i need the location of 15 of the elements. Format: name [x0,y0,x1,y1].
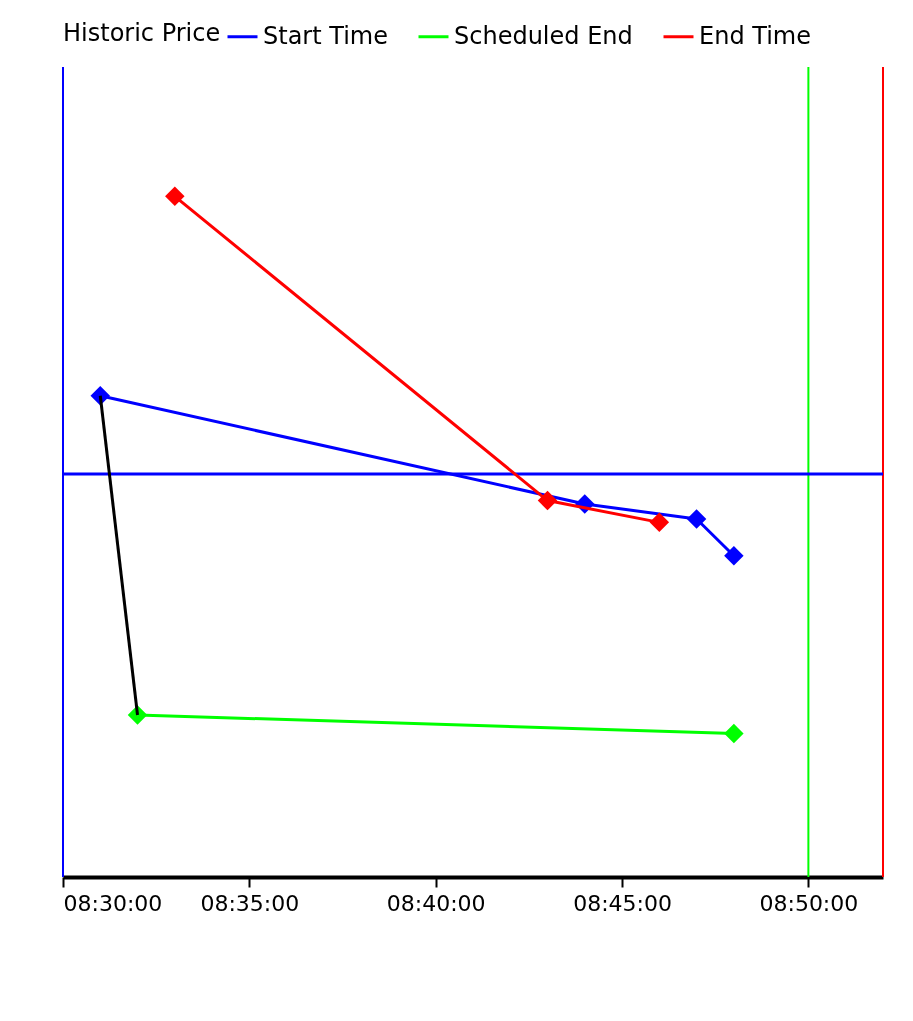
point [686,509,707,529]
point [724,723,744,744]
x-tick-label: 08:40:00 [386,890,486,916]
x-tick-label: 08:30:00 [63,890,163,916]
legend-title: Historic Price [63,19,221,47]
x-tick-label: 08:35:00 [200,890,300,916]
point [537,490,558,511]
x-tick-label: 08:45:00 [573,890,672,916]
x-tick-label: 08:50:00 [759,890,859,916]
legend-label: Scheduled End [454,21,633,50]
point [165,186,185,207]
point [649,512,670,533]
legend-label: Start Time [263,21,388,50]
legend-label: End Time [699,21,811,50]
point [724,545,744,566]
